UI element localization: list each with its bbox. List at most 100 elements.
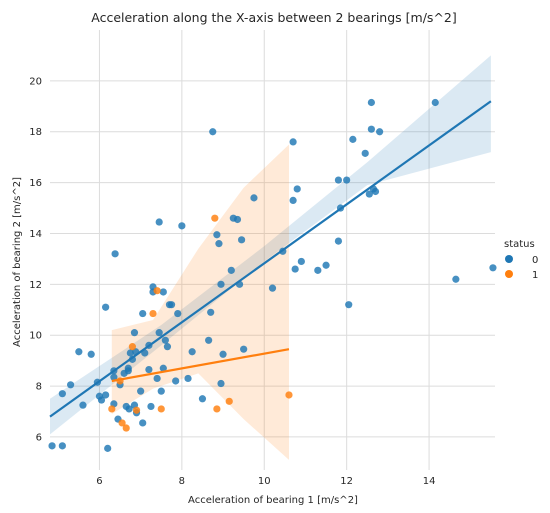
- y-tick-label: 18: [29, 127, 42, 138]
- scatter-point-0: [155, 329, 163, 337]
- legend: status 0 1: [504, 239, 538, 281]
- scatter-point-0: [365, 190, 373, 198]
- scatter-point-0: [104, 444, 112, 452]
- scatter-point-0: [219, 350, 227, 358]
- scatter-point-1: [157, 405, 165, 413]
- legend-label-0: 0: [532, 255, 538, 266]
- scatter-point-0: [137, 387, 145, 395]
- scatter-point-1: [285, 391, 293, 399]
- confidence-band-0: [50, 55, 491, 435]
- scatter-point-0: [268, 284, 277, 292]
- tick-labels: 6 8 10 12 14 6 8 10 12 14 16 18 20: [29, 76, 435, 487]
- scatter-point-0: [233, 215, 242, 224]
- scatter-points: [48, 98, 497, 452]
- scatter-point-0: [111, 250, 119, 258]
- scatter-point-0: [345, 301, 353, 309]
- scatter-point-0: [87, 350, 95, 358]
- scatter-point-0: [371, 187, 380, 196]
- scatter-point-0: [209, 128, 217, 136]
- scatter-point-0: [240, 345, 248, 353]
- scatter-point-1: [118, 419, 126, 427]
- x-tick-label: 6: [96, 476, 102, 487]
- scatter-point-0: [124, 364, 132, 372]
- scatter-point-0: [139, 419, 147, 427]
- plot-background: [50, 30, 495, 470]
- scatter-point-0: [217, 379, 225, 388]
- scatter-point-0: [289, 138, 297, 146]
- scatter-point-0: [367, 125, 375, 133]
- scatter-point-0: [79, 401, 87, 409]
- scatter-point-0: [159, 288, 167, 296]
- legend-marker-0: [505, 255, 513, 263]
- scatter-point-1: [213, 405, 221, 413]
- scatter-point-0: [159, 364, 167, 372]
- scatter-point-0: [157, 387, 165, 395]
- scatter-point-0: [343, 176, 351, 184]
- scatter-point-0: [293, 185, 301, 193]
- scatter-point-0: [139, 309, 147, 318]
- scatter-point-0: [155, 218, 163, 226]
- scatter-point-0: [188, 348, 196, 356]
- scatter-point-0: [376, 128, 384, 136]
- scatter-point-1: [122, 424, 130, 432]
- scatter-point-1: [128, 343, 137, 351]
- x-tick-label: 8: [179, 476, 185, 487]
- legend-title: status: [504, 239, 535, 250]
- scatter-point-1: [149, 309, 157, 318]
- y-axis-label: Acceleration of bearing 2 [m/s^2]: [12, 177, 23, 347]
- scatter-point-0: [147, 402, 155, 411]
- scatter-point-0: [145, 365, 153, 374]
- scatter-point-0: [153, 374, 161, 383]
- chart-title: Acceleration along the X-axis between 2 …: [91, 10, 457, 25]
- scatter-point-0: [334, 237, 343, 245]
- regression-lines: [49, 100, 492, 418]
- scatter-point-0: [102, 391, 110, 399]
- scatter-point-0: [489, 264, 497, 272]
- scatter-point-1: [108, 405, 116, 413]
- gridlines: [50, 30, 495, 470]
- scatter-point-0: [205, 336, 213, 344]
- scatter-point-1: [132, 406, 141, 414]
- scatter-point-0: [58, 442, 66, 450]
- scatter-point-1: [211, 214, 219, 222]
- scatter-point-0: [334, 176, 343, 184]
- scatter-point-0: [172, 377, 180, 385]
- legend-label-1: 1: [532, 270, 538, 281]
- scatter-point-0: [67, 381, 75, 389]
- scatter-point-0: [75, 348, 83, 356]
- scatter-point-0: [289, 196, 297, 205]
- scatter-point-0: [198, 395, 207, 403]
- scatter-point-0: [213, 231, 221, 239]
- scatter-point-0: [161, 336, 169, 344]
- y-tick-label: 10: [29, 331, 42, 342]
- x-tick-label: 12: [340, 476, 353, 487]
- x-axis-label: Acceleration of bearing 1 [m/s^2]: [188, 495, 358, 506]
- y-tick-label: 8: [36, 382, 42, 393]
- scatter-point-0: [217, 280, 225, 288]
- scatter-point-0: [431, 98, 439, 107]
- scatter-point-0: [97, 396, 106, 404]
- scatter-point-0: [250, 194, 258, 202]
- scatter-point-0: [322, 261, 330, 269]
- scatter-point-0: [125, 405, 133, 413]
- y-tick-label: 20: [29, 76, 42, 87]
- x-tick-label: 10: [258, 476, 271, 487]
- scatter-point-0: [314, 266, 322, 274]
- scatter-point-0: [48, 442, 56, 450]
- scatter-point-0: [174, 309, 182, 318]
- scatter-point-0: [291, 265, 299, 273]
- legend-marker-1: [505, 270, 513, 278]
- y-tick-label: 16: [29, 178, 42, 189]
- regression-line-0: [49, 100, 492, 418]
- x-tick-label: 14: [423, 476, 436, 487]
- plot-area: [50, 30, 495, 470]
- scatter-point-0: [237, 236, 246, 244]
- scatter-point-0: [184, 374, 192, 383]
- scatter-point-0: [130, 329, 139, 337]
- scatter-point-1: [225, 397, 233, 405]
- scatter-point-0: [367, 98, 375, 107]
- scatter-point-0: [452, 275, 460, 283]
- scatter-point-0: [361, 149, 369, 157]
- scatter-point-0: [163, 343, 172, 351]
